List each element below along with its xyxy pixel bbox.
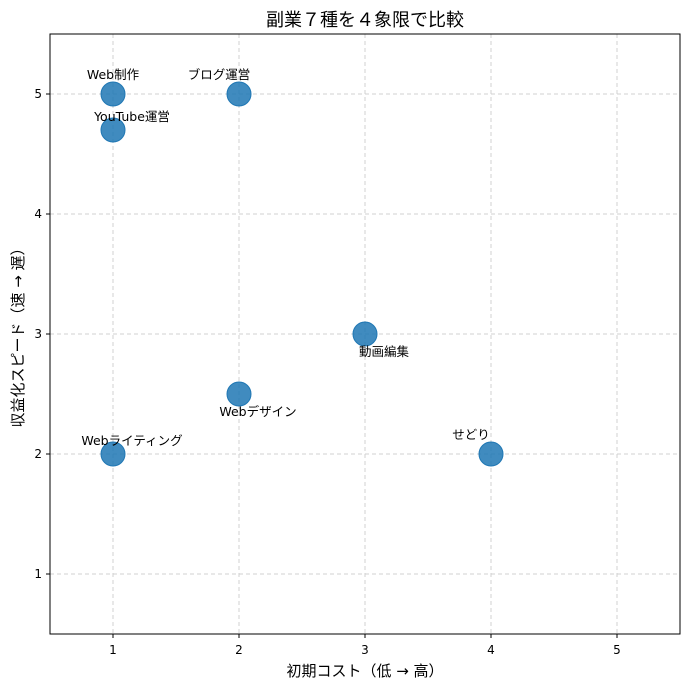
point-label: YouTube運営 (93, 109, 170, 124)
point-label: 動画編集 (359, 344, 410, 359)
y-tick-label: 1 (34, 567, 42, 581)
point-label: せどり (452, 427, 490, 442)
y-tick-label: 5 (34, 87, 42, 101)
scatter-point (226, 381, 252, 407)
x-tick-label: 1 (109, 643, 117, 657)
scatter-point (352, 321, 378, 347)
point-label: Webライティング (81, 433, 182, 448)
x-tick-label: 4 (487, 643, 495, 657)
x-tick-label: 2 (235, 643, 243, 657)
scatter-point (100, 117, 126, 143)
axis-ticks: 1 2 3 4 5 1 2 3 4 5 (34, 87, 620, 657)
y-axis-label: 収益化スピード（速 → 遅） (9, 240, 27, 427)
point-label: Web制作 (87, 67, 140, 82)
y-tick-label: 3 (34, 327, 42, 341)
y-tick-label: 2 (34, 447, 42, 461)
chart-title: 副業７種を４象限で比較 (266, 10, 464, 31)
point-label: Webデザイン (219, 404, 296, 419)
scatter-point (226, 81, 252, 107)
y-tick-label: 4 (34, 207, 42, 221)
x-axis-label: 初期コスト（低 → 高） (286, 662, 443, 680)
x-tick-label: 5 (613, 643, 621, 657)
grid (50, 34, 680, 634)
data-points (100, 81, 504, 467)
scatter-point (100, 441, 126, 467)
point-label: ブログ運営 (188, 67, 251, 82)
scatter-point (100, 81, 126, 107)
scatter-point (478, 441, 504, 467)
x-tick-label: 3 (361, 643, 369, 657)
